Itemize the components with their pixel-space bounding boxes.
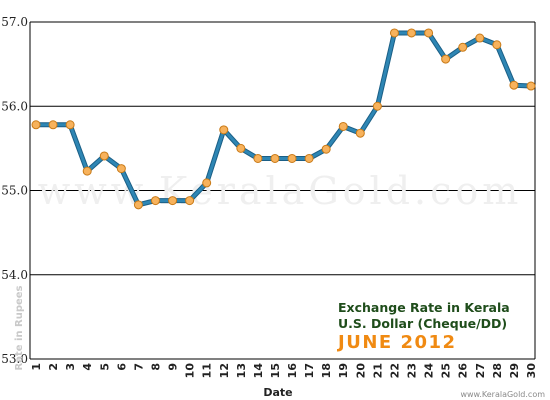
y-tick-label: 57.0 [1, 15, 28, 29]
x-tick-label: 20 [354, 363, 367, 379]
x-tick-label: 26 [457, 363, 470, 379]
data-point [321, 144, 331, 154]
chart-title: Exchange Rate in Kerala [338, 300, 510, 315]
y-tick-label: 55.0 [1, 184, 28, 198]
data-point [338, 121, 348, 131]
x-tick-label: 8 [149, 363, 162, 371]
data-point [355, 128, 365, 138]
x-tick-label: 4 [81, 363, 94, 371]
x-tick-label: 11 [201, 363, 214, 378]
x-tick-label: 21 [371, 363, 384, 378]
y-axis-ticks: 53.0 54.0 55.0 56.0 57.0 [1, 15, 28, 366]
x-tick-label: 24 [423, 363, 436, 379]
data-point [99, 151, 109, 161]
x-tick-label: 28 [491, 363, 504, 378]
data-point [202, 178, 212, 188]
data-point [219, 125, 229, 135]
x-tick-label: 17 [303, 363, 316, 378]
data-point [65, 120, 75, 130]
data-point [236, 143, 246, 153]
x-tick-label: 9 [167, 363, 180, 371]
data-point [407, 28, 417, 38]
data-point [253, 153, 263, 163]
x-tick-label: 2 [47, 363, 60, 371]
x-tick-label: 13 [235, 363, 248, 378]
x-tick-label: 16 [286, 363, 299, 379]
x-tick-label: 18 [320, 363, 333, 378]
data-point [168, 196, 178, 206]
chart-subtitle: U.S. Dollar (Cheque/DD) [338, 316, 507, 331]
y-tick-label: 53.0 [1, 352, 28, 366]
data-point [150, 196, 160, 206]
x-tick-label: 6 [115, 363, 128, 371]
chart-period: JUNE 2012 [336, 332, 457, 353]
x-tick-label: 14 [252, 363, 265, 379]
x-tick-label: 23 [406, 363, 419, 378]
x-tick-label: 5 [98, 363, 111, 371]
data-point [48, 120, 58, 130]
x-tick-label: 22 [388, 363, 401, 378]
data-point [287, 153, 297, 163]
data-point [133, 200, 143, 210]
data-point [526, 81, 536, 91]
x-tick-label: 27 [474, 363, 487, 378]
data-point [389, 28, 399, 38]
y-tick-label: 56.0 [1, 99, 28, 113]
data-point [270, 153, 280, 163]
data-point [116, 164, 126, 174]
watermark: www.KeralaGold.com [38, 169, 523, 213]
series-exchange-rate [31, 28, 536, 210]
data-point [304, 153, 314, 163]
site-credit: www.KeralaGold.com [460, 390, 545, 399]
x-tick-label: 25 [440, 363, 453, 378]
x-tick-label: 30 [525, 363, 538, 379]
grid-layer [29, 21, 536, 360]
x-tick-label: 7 [132, 363, 145, 371]
data-point [31, 120, 41, 130]
x-tick-label: 12 [218, 363, 231, 378]
data-point [475, 33, 485, 43]
data-point [441, 54, 451, 64]
y-tick-label: 54.0 [1, 268, 28, 282]
x-tick-label: 1 [30, 363, 43, 371]
data-point [458, 42, 468, 52]
x-axis-ticks: 1 2 3 4 5 6 7 8 9 10 11 12 13 14 15 16 17 18 19 20 21 22 23 24 2… [30, 363, 538, 379]
x-tick-label: 15 [269, 363, 282, 378]
x-tick-label: 19 [337, 363, 350, 378]
data-point [185, 196, 195, 206]
data-point [82, 166, 92, 176]
y-axis-label: Rate in Rupees [14, 285, 25, 370]
x-axis-label: Date [263, 386, 292, 399]
data-point [492, 40, 502, 50]
x-tick-label: 10 [184, 363, 197, 379]
x-tick-label: 29 [508, 363, 521, 378]
data-point [372, 101, 382, 111]
data-point [424, 28, 434, 38]
x-tick-label: 3 [64, 363, 77, 371]
data-point [509, 80, 519, 90]
